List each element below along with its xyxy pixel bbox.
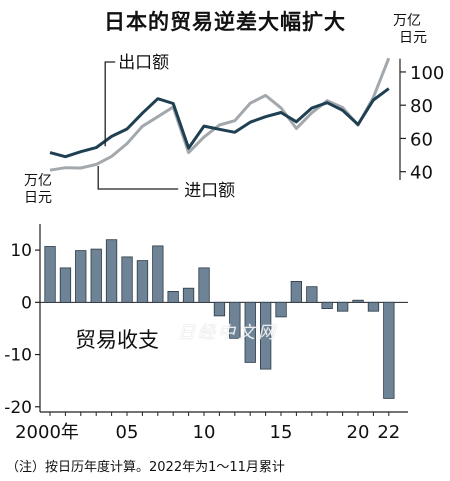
bar-x-tick-label: 05: [116, 422, 139, 443]
trade-balance-bar: [290, 280, 303, 303]
trade-balance-bar: [75, 250, 87, 303]
export-series-line: [49, 87, 390, 159]
trade-balance-bar: [336, 301, 349, 312]
trade-balance-bar: [90, 248, 102, 303]
bar-y-tick-label: -20: [4, 398, 32, 418]
trade-balance-bar: [198, 267, 210, 303]
trade-balance-bar: [244, 301, 256, 363]
trade-balance-bar: [152, 245, 164, 303]
line-unit-label: 万亿: [393, 13, 421, 29]
bar-x-tick-label: 15: [270, 422, 293, 443]
trade-balance-bar: [105, 239, 118, 303]
bar-unit-label: 万亿: [24, 173, 52, 189]
chart-title: 日本的贸易逆差大幅扩大: [104, 10, 346, 34]
trade-balance-bar: [44, 246, 56, 303]
bar-x-tick-label: 22: [377, 422, 400, 443]
line-y-tick-label: 60: [410, 129, 433, 150]
trade-balance-bar: [167, 290, 179, 303]
trade-balance-bar: [352, 299, 364, 303]
trade-balance-bar: [213, 301, 226, 317]
trade-balance-bar: [59, 267, 72, 303]
bar-y-tick-label: 10: [10, 241, 32, 261]
trade-balance-bar: [259, 301, 272, 370]
trade-balance-bar: [136, 260, 149, 303]
trade-balance-bar: [321, 301, 333, 309]
line-y-tick-label: 80: [410, 96, 433, 117]
trade-balance-bar: [383, 301, 395, 399]
bar-x-tick-label: 20: [347, 422, 370, 443]
trade-balance-bar: [275, 301, 287, 318]
import-series-label: 进口额: [184, 181, 235, 201]
line-y-tick-label: 40: [410, 163, 433, 184]
export-series-label: 出口额: [118, 53, 169, 73]
trade-balance-bar: [367, 301, 380, 312]
export-callout-line: [104, 61, 116, 147]
bar-x-tick-label: 10: [193, 422, 216, 443]
bar-x-tick-label: 2000年: [15, 422, 79, 443]
bar-annotation: 贸易收支: [75, 328, 159, 352]
bar-y-tick-label: 0: [21, 293, 32, 313]
import-series-line: [49, 57, 391, 172]
trade-balance-bar: [121, 256, 133, 303]
watermark: 日经中文网: [178, 323, 278, 343]
trade-balance-bar: [182, 287, 195, 303]
bar-unit-label: 日元: [24, 190, 52, 206]
footnote: （注）按日历年度计算。2022年为1～11月累计: [6, 460, 285, 475]
trade-balance-bar: [306, 286, 318, 303]
bar-y-tick-label: -10: [4, 346, 32, 366]
line-y-tick-label: 100: [410, 63, 444, 84]
trade-balance-bar: [229, 301, 241, 339]
line-unit-label: 日元: [399, 30, 427, 46]
import-callout-line: [97, 166, 179, 190]
